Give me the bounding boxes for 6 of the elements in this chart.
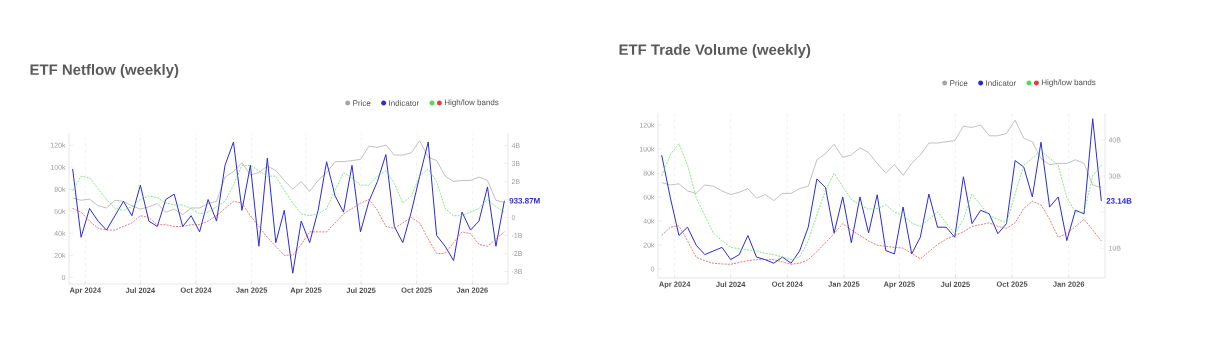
line-series xyxy=(661,118,1102,264)
line-series xyxy=(72,141,505,274)
line-series xyxy=(72,140,505,215)
chart-title: ETF Netflow (weekly) xyxy=(30,64,179,78)
chart-title: ETF Trade Volume (weekly) xyxy=(619,44,811,58)
line-series xyxy=(72,165,505,217)
